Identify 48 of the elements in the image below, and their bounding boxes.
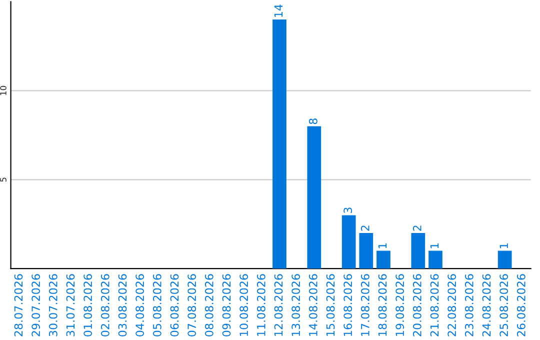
bar	[428, 250, 442, 269]
bar	[498, 250, 512, 269]
x-tick-label: 02.08.2026	[100, 274, 110, 336]
bar	[359, 233, 374, 269]
data-label: 1	[378, 243, 387, 248]
x-tick-label: 30.07.2026	[48, 274, 58, 336]
bar	[376, 250, 390, 269]
data-label: 1	[430, 243, 439, 248]
x-tick-label: 16.08.2026	[344, 274, 352, 336]
bar	[307, 126, 322, 269]
data-label: 3	[344, 208, 352, 213]
x-tick-label: 06.08.2026	[170, 274, 179, 336]
x-tick-label: 12.08.2026	[274, 274, 283, 336]
x-tick-label: 23.08.2026	[464, 274, 474, 336]
x-tick-label: 11.08.2026	[256, 274, 266, 336]
data-label: 2	[360, 226, 370, 231]
x-tick-label: 25.08.2026	[500, 274, 508, 336]
x-tick-label: 28.07.2026	[14, 274, 23, 336]
x-tick-label: 20.08.2026	[412, 274, 422, 336]
x-tick-label: 29.07.2026	[32, 274, 40, 336]
bar	[272, 19, 286, 269]
x-tick-label: 17.08.2026	[360, 274, 370, 336]
x-tick-label: 15.08.2026	[326, 274, 335, 336]
data-label: 8	[308, 118, 318, 124]
bar	[411, 233, 426, 269]
x-tick-label: 21.08.2026	[430, 274, 439, 336]
x-tick-label: 07.08.2026	[188, 274, 196, 336]
x-tick-label: 10.08.2026	[240, 274, 248, 336]
x-tick-label: 01.08.2026	[84, 274, 92, 336]
x-tick-label: 13.08.2026	[292, 274, 300, 336]
y-tick-label: 5	[0, 178, 6, 182]
x-tick-label: 19.08.2026	[396, 274, 404, 336]
data-label: 1	[500, 243, 508, 248]
x-tick-label: 04.08.2026	[136, 274, 144, 336]
x-tick-label: 22.08.2026	[448, 274, 456, 336]
data-label: 2	[412, 226, 422, 231]
y-tick-label: 10	[0, 86, 6, 96]
x-tick-label: 31.07.2026	[66, 274, 75, 336]
x-tick-label: 03.08.2026	[118, 274, 127, 336]
x-tick-label: 24.08.2026	[482, 274, 491, 336]
bar	[342, 215, 356, 269]
x-tick-label: 05.08.2026	[152, 274, 162, 336]
x-tick-label: 09.08.2026	[222, 274, 231, 336]
data-label: 14	[274, 4, 283, 17]
x-tick-label: 18.08.2026	[378, 274, 387, 336]
x-tick-label: 08.08.2026	[204, 274, 214, 336]
x-tick-label: 26.08.2026	[516, 274, 526, 336]
x-tick-label: 14.08.2026	[308, 274, 318, 336]
